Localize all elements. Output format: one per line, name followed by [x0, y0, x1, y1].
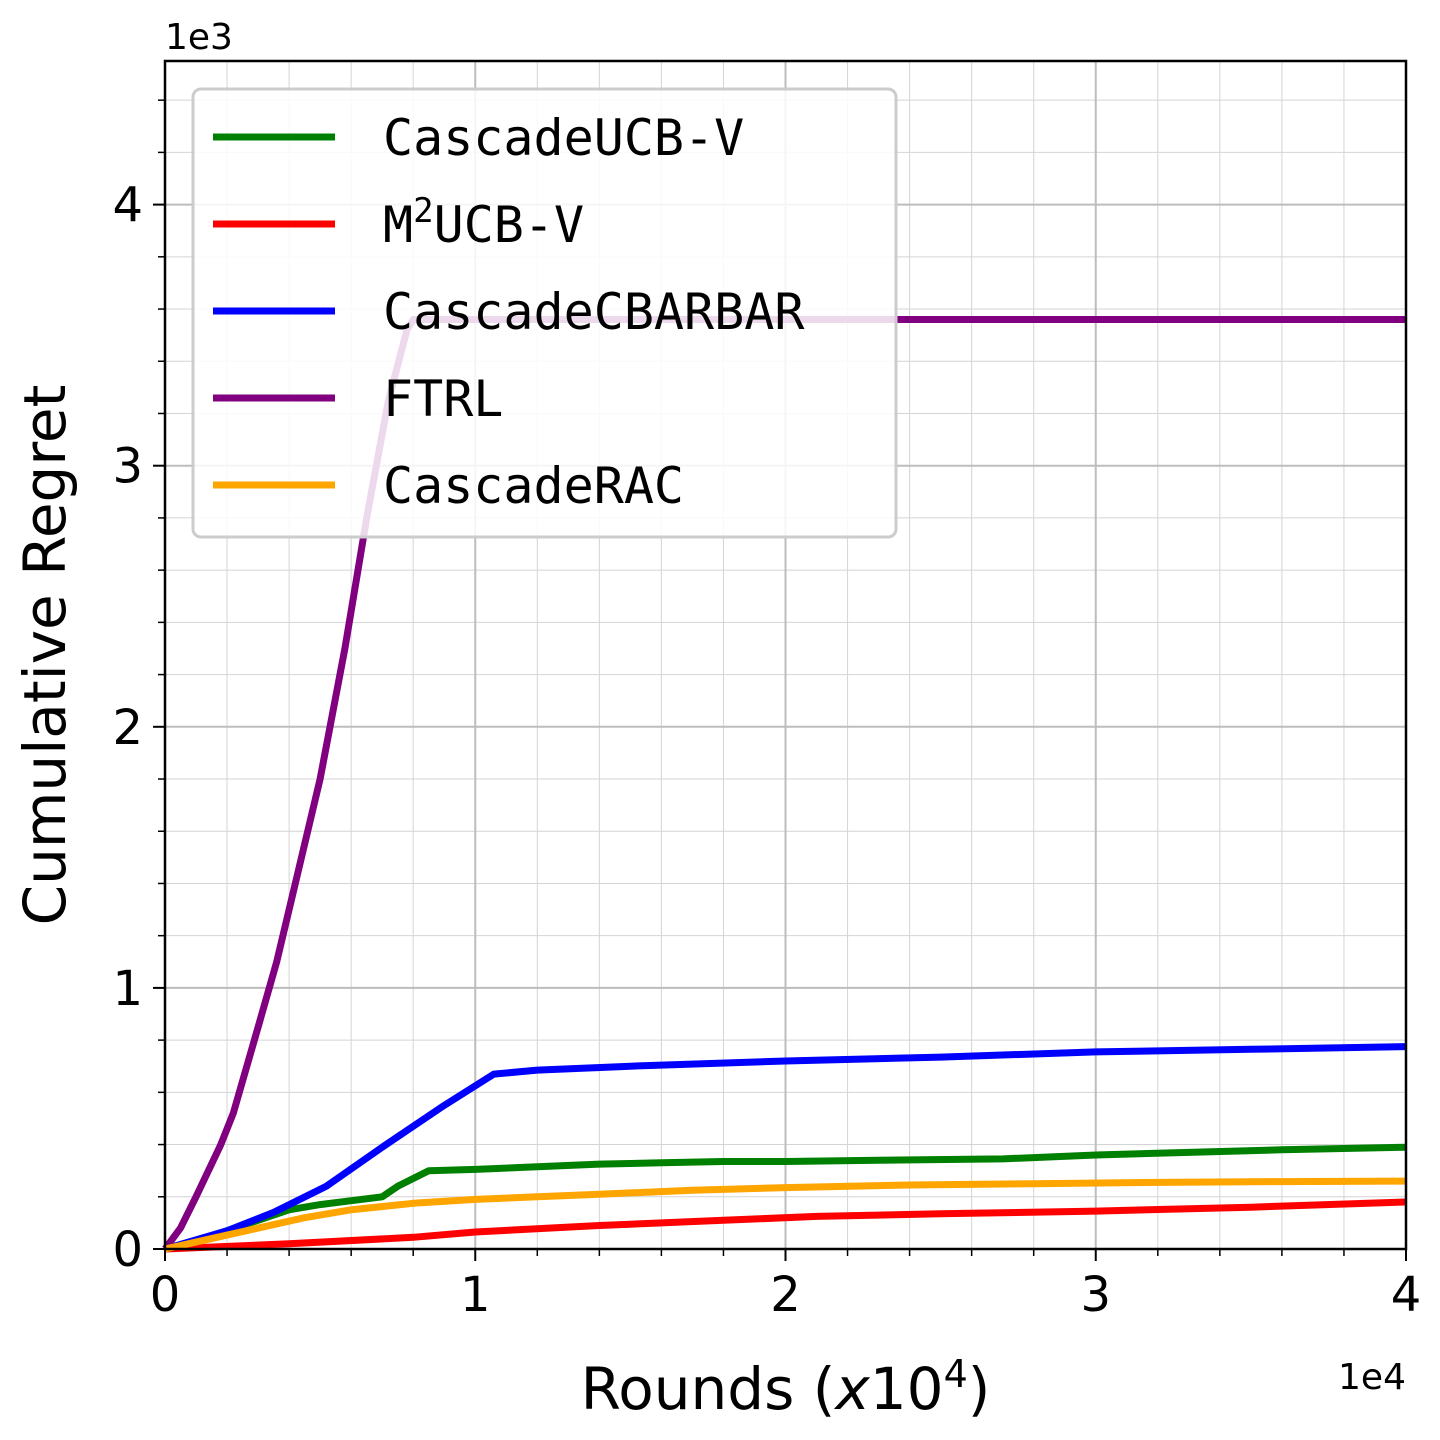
legend-label-cascaderac: CascadeRAC: [383, 457, 684, 515]
legend-box: [191, 87, 898, 539]
legend-label-ftrl: FTRL: [383, 370, 503, 428]
legend-label-cascadeucb-v: CascadeUCB-V: [383, 109, 744, 167]
legend-label-cascadecbarbar: CascadeCBARBAR: [383, 283, 805, 341]
series-line-cascadecbarbar: [164, 1043, 1407, 1253]
legend-label-m2ucb-v: M2UCB-V: [383, 191, 584, 254]
y-tick-label: 3: [112, 439, 143, 495]
legend-label-base: M: [383, 196, 413, 254]
y-tick-label: 0: [112, 1222, 143, 1278]
y-tick-label: 2: [112, 700, 143, 756]
y-tick-label: 4: [112, 178, 143, 234]
legend-label-rest: UCB-V: [434, 196, 585, 254]
x-axis-label: Rounds (x104): [581, 1352, 991, 1423]
x-axis-label-exponent: 4: [944, 1352, 968, 1396]
y-axis-label: Cumulative Regret: [11, 385, 79, 926]
x-axis-label-var: x: [833, 1355, 870, 1423]
ticks-layer: 0 1 2 3 4 0 1 2 3 4: [112, 99, 1422, 1323]
x-tick-label: 3: [1080, 1267, 1111, 1323]
x-offset-label: 1e4: [1338, 1357, 1406, 1398]
x-axis-label-suffix: ): [968, 1355, 991, 1423]
legend: CascadeUCB-V M2UCB-V CascadeCBARBAR FTRL Cas…: [191, 87, 898, 539]
x-axis-label-base: 10: [870, 1355, 944, 1423]
x-tick-label: 2: [770, 1267, 801, 1323]
x-axis-label-prefix: Rounds (: [581, 1355, 836, 1423]
series-line-cascaderac: [164, 1177, 1407, 1253]
x-tick-label: 1: [460, 1267, 491, 1323]
series-line-m2ucb-v: [164, 1198, 1407, 1253]
x-tick-label: 4: [1391, 1267, 1422, 1323]
legend-label-superscript: 2: [413, 191, 433, 231]
x-tick-label: 0: [150, 1267, 181, 1323]
y-tick-label: 1: [112, 961, 143, 1017]
y-offset-label: 1e3: [165, 17, 233, 58]
